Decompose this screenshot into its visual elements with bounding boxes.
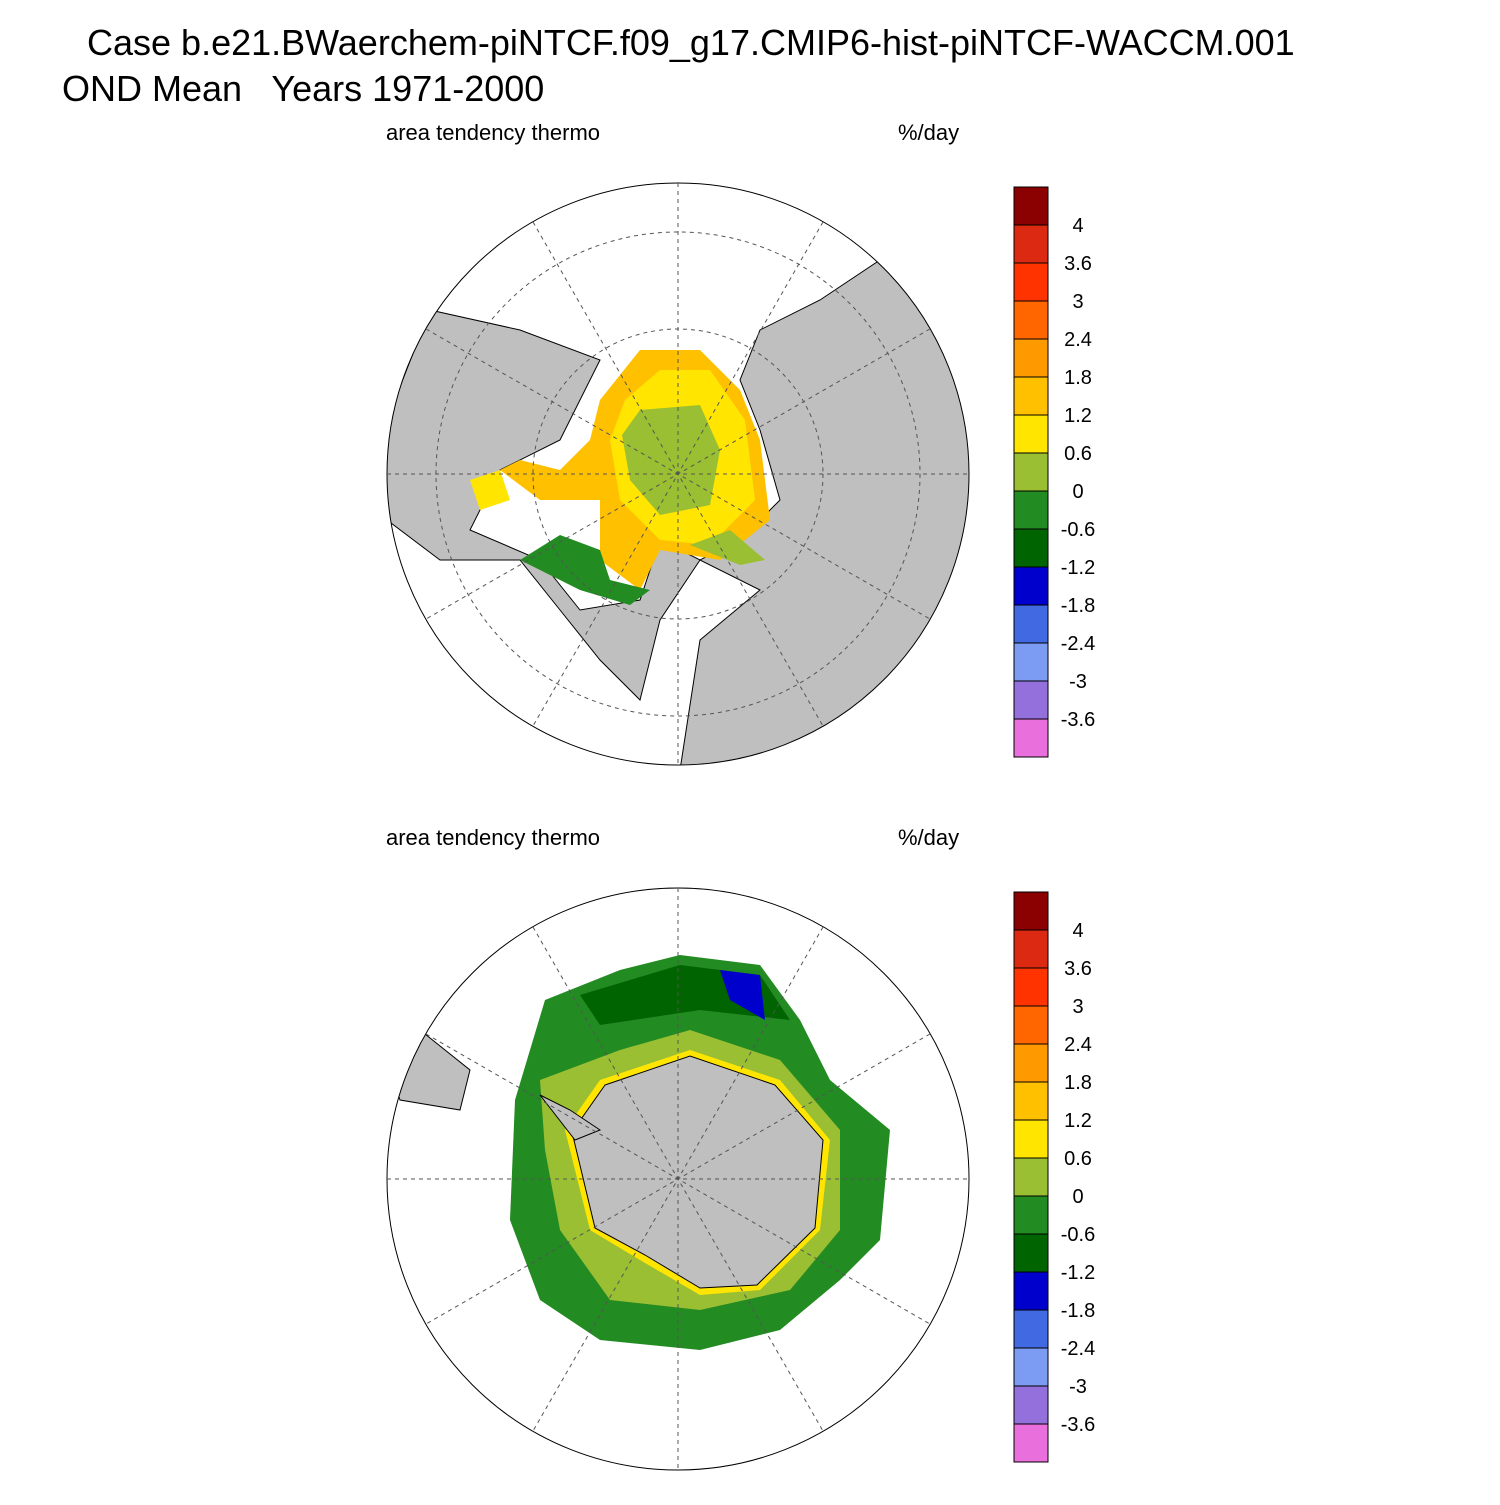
colorbar-box: [1013, 967, 1049, 1007]
colorbar-label: 3.6: [1064, 958, 1092, 980]
colorbar-box: [1013, 414, 1049, 454]
colorbar-label: 0: [1072, 481, 1083, 503]
colorbar-label: 1.2: [1064, 1110, 1092, 1132]
colorbar-box: [1013, 528, 1049, 568]
colorbar-box: [1013, 1005, 1049, 1045]
title: Case b.e21.BWaerchem-piNTCF.f09_g17.CMIP…: [87, 22, 1295, 63]
colorbar-box: [1013, 1043, 1049, 1083]
colorbar-box: [1013, 1423, 1049, 1463]
colorbar-label: 3: [1072, 291, 1083, 313]
colorbar-label: -2.4: [1061, 1338, 1095, 1360]
colorbar-box: [1013, 186, 1049, 226]
colorbar-box: [1013, 376, 1049, 416]
colorbar-label: -1.2: [1061, 1262, 1095, 1284]
map-antarctic: [387, 888, 969, 1470]
colorbar-box: [1013, 1195, 1049, 1235]
colorbar-label: -0.6: [1061, 1224, 1095, 1246]
colorbar-box: [1013, 224, 1049, 264]
panel-units-label: %/day: [898, 120, 959, 145]
colorbar-box: [1013, 1385, 1049, 1425]
colorbar-label: 3.6: [1064, 253, 1092, 275]
colorbar-label: 0.6: [1064, 1148, 1092, 1170]
subtitle: OND Mean Years 1971-2000: [62, 68, 544, 109]
colorbar-box: [1013, 1081, 1049, 1121]
colorbar-box: [1013, 1309, 1049, 1349]
colorbar-box: [1013, 718, 1049, 758]
colorbar-box: [1013, 1233, 1049, 1273]
colorbar-box: [1013, 1347, 1049, 1387]
colorbar-label: 4: [1072, 920, 1083, 942]
colorbar-box: [1013, 1157, 1049, 1197]
colorbar-label: 1.8: [1064, 1072, 1092, 1094]
colorbar-box: [1013, 1271, 1049, 1311]
colorbar-label: 3: [1072, 996, 1083, 1018]
panel-left-label: area tendency thermo: [386, 120, 600, 145]
colorbar-label: -1.8: [1061, 595, 1095, 617]
colorbar-label: 4: [1072, 215, 1083, 237]
colorbar-box: [1013, 929, 1049, 969]
colorbar-label: -1.2: [1061, 557, 1095, 579]
colorbar-label: -3: [1069, 1376, 1087, 1398]
colorbar-label: 0: [1072, 1186, 1083, 1208]
colorbar-box: [1013, 490, 1049, 530]
colorbar-label: 1.2: [1064, 405, 1092, 427]
colorbar-box: [1013, 452, 1049, 492]
colorbar-label: -3: [1069, 671, 1087, 693]
colorbar-label: 2.4: [1064, 1034, 1092, 1056]
colorbar-label: -0.6: [1061, 519, 1095, 541]
colorbar-box: [1013, 338, 1049, 378]
colorbar-label: 2.4: [1064, 329, 1092, 351]
colorbar-label: 1.8: [1064, 367, 1092, 389]
colorbar-box: [1013, 891, 1049, 931]
colorbar-label: -3.6: [1061, 709, 1095, 731]
colorbar-box: [1013, 680, 1049, 720]
colorbar-box: [1013, 566, 1049, 606]
colorbar-label: -3.6: [1061, 1414, 1095, 1436]
panel-units-label: %/day: [898, 825, 959, 850]
graticule: [387, 888, 969, 1470]
graticule: [387, 183, 969, 765]
colorbar-box: [1013, 300, 1049, 340]
panel-left-label: area tendency thermo: [386, 825, 600, 850]
colorbar-label: -2.4: [1061, 633, 1095, 655]
colorbar-label: 0.6: [1064, 443, 1092, 465]
colorbar-box: [1013, 604, 1049, 644]
colorbar-label: -1.8: [1061, 1300, 1095, 1322]
colorbar-box: [1013, 262, 1049, 302]
colorbar-box: [1013, 642, 1049, 682]
colorbar-box: [1013, 1119, 1049, 1159]
